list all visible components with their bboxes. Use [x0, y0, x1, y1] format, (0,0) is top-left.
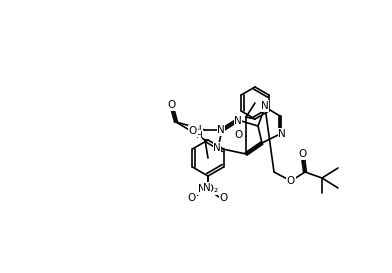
Text: O: O [220, 193, 228, 203]
Text: O: O [168, 100, 176, 110]
Text: N: N [278, 129, 286, 139]
Text: N: N [234, 115, 242, 125]
Text: O: O [299, 149, 307, 159]
Text: O: O [235, 130, 243, 140]
Text: N: N [261, 101, 269, 111]
Text: N: N [203, 183, 211, 193]
Text: O: O [287, 176, 295, 186]
Text: N: N [194, 125, 202, 135]
Text: H: H [195, 130, 202, 140]
Text: O: O [189, 126, 197, 136]
Text: N: N [213, 143, 221, 153]
Text: N: N [234, 116, 242, 126]
Text: NO₂: NO₂ [198, 184, 218, 194]
Text: N: N [217, 125, 225, 135]
Text: O: O [188, 193, 196, 203]
